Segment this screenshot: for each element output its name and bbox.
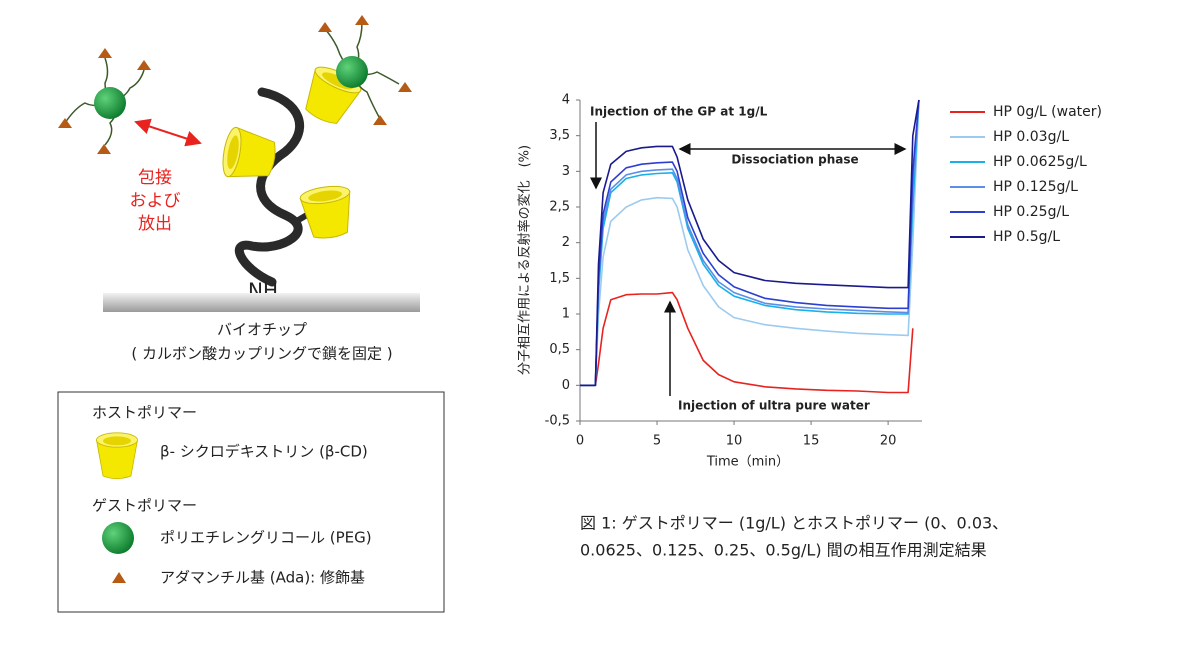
inclusion-label: 放出 bbox=[138, 214, 172, 234]
legend-label: HP 0.125g/L bbox=[993, 179, 1078, 195]
guest-item: ポリエチレングリコール (PEG) bbox=[160, 529, 372, 547]
adamantyl bbox=[318, 15, 412, 125]
x-tick-label: 20 bbox=[880, 434, 897, 449]
inclusion-label: および bbox=[130, 191, 181, 211]
series-line bbox=[580, 99, 920, 387]
y-tick-label: -0,5 bbox=[545, 414, 570, 429]
y-tick-label: 3,5 bbox=[549, 128, 570, 143]
legend-label: HP 0.03g/L bbox=[993, 129, 1069, 145]
cyclodextrin bbox=[298, 183, 357, 242]
annotation: Dissociation phase bbox=[731, 153, 858, 167]
host-heading: ホストポリマー bbox=[92, 404, 197, 422]
peg-ball bbox=[94, 87, 126, 119]
cyclodextrin bbox=[219, 125, 280, 185]
caption-line: 図 1: ゲストポリマー (1g/L) とホストポリマー (0、0.03、 bbox=[580, 514, 1008, 533]
y-axis-label: 分子相互作用による反射率の変化 (%) bbox=[517, 145, 533, 375]
exchange-arrow bbox=[134, 118, 202, 147]
adamantyl bbox=[58, 48, 151, 154]
cyclodextrin-icon bbox=[96, 432, 138, 480]
series-line bbox=[580, 99, 920, 387]
chip-title: バイオチップ bbox=[217, 321, 307, 339]
legend-label: HP 0.0625g/L bbox=[993, 154, 1087, 170]
x-axis-label: Time（min） bbox=[706, 455, 789, 470]
diagram: 包接 および 放出 NH 2 バイオチップ ( カルボン酸カップリングで鎖を固定… bbox=[58, 15, 420, 363]
series-line bbox=[580, 99, 920, 387]
caption-line: 0.0625、0.125、0.25、0.5g/L) 間の相互作用測定結果 bbox=[580, 541, 987, 560]
peg-ball bbox=[336, 56, 368, 88]
biochip bbox=[103, 293, 420, 312]
x-tick-label: 10 bbox=[726, 434, 743, 449]
ada-icon bbox=[112, 572, 126, 583]
legend-label: HP 0.25g/L bbox=[993, 204, 1069, 220]
y-tick-label: 2 bbox=[562, 235, 570, 250]
y-tick-label: 0 bbox=[562, 378, 570, 393]
annotation: Injection of the GP at 1g/L bbox=[590, 105, 768, 119]
y-tick-label: 3 bbox=[562, 164, 570, 179]
y-tick-label: 0,5 bbox=[549, 342, 570, 357]
x-tick-label: 0 bbox=[576, 434, 584, 449]
series-line bbox=[580, 291, 914, 394]
annotation: Injection of ultra pure water bbox=[678, 399, 870, 413]
y-tick-label: 1 bbox=[562, 307, 570, 322]
y-tick-label: 1,5 bbox=[549, 271, 570, 286]
peg-icon bbox=[102, 522, 134, 554]
inclusion-label: 包接 bbox=[138, 168, 172, 188]
x-tick-label: 5 bbox=[653, 434, 661, 449]
y-tick-label: 4 bbox=[562, 93, 570, 108]
guest-heading: ゲストポリマー bbox=[92, 497, 197, 515]
legend-box: ホストポリマー β- シクロデキストリン (β-CD) ゲストポリマー ポリエチ… bbox=[57, 391, 445, 613]
legend-label: HP 0g/L (water) bbox=[993, 104, 1102, 120]
polymer-chain bbox=[234, 87, 305, 287]
x-tick-label: 15 bbox=[803, 434, 820, 449]
legend-label: HP 0.5g/L bbox=[993, 229, 1060, 245]
series-line bbox=[580, 99, 920, 387]
series-line bbox=[580, 99, 920, 387]
modifier-item: アダマンチル基 (Ada): 修飾基 bbox=[160, 569, 365, 587]
host-item: β- シクロデキストリン (β-CD) bbox=[160, 443, 368, 461]
y-tick-label: 2,5 bbox=[549, 200, 570, 215]
chip-note: ( カルボン酸カップリングで鎖を固定 ) bbox=[131, 345, 392, 363]
chart: 分子相互作用による反射率の変化 (%) Time（min） Injection … bbox=[517, 93, 1103, 470]
